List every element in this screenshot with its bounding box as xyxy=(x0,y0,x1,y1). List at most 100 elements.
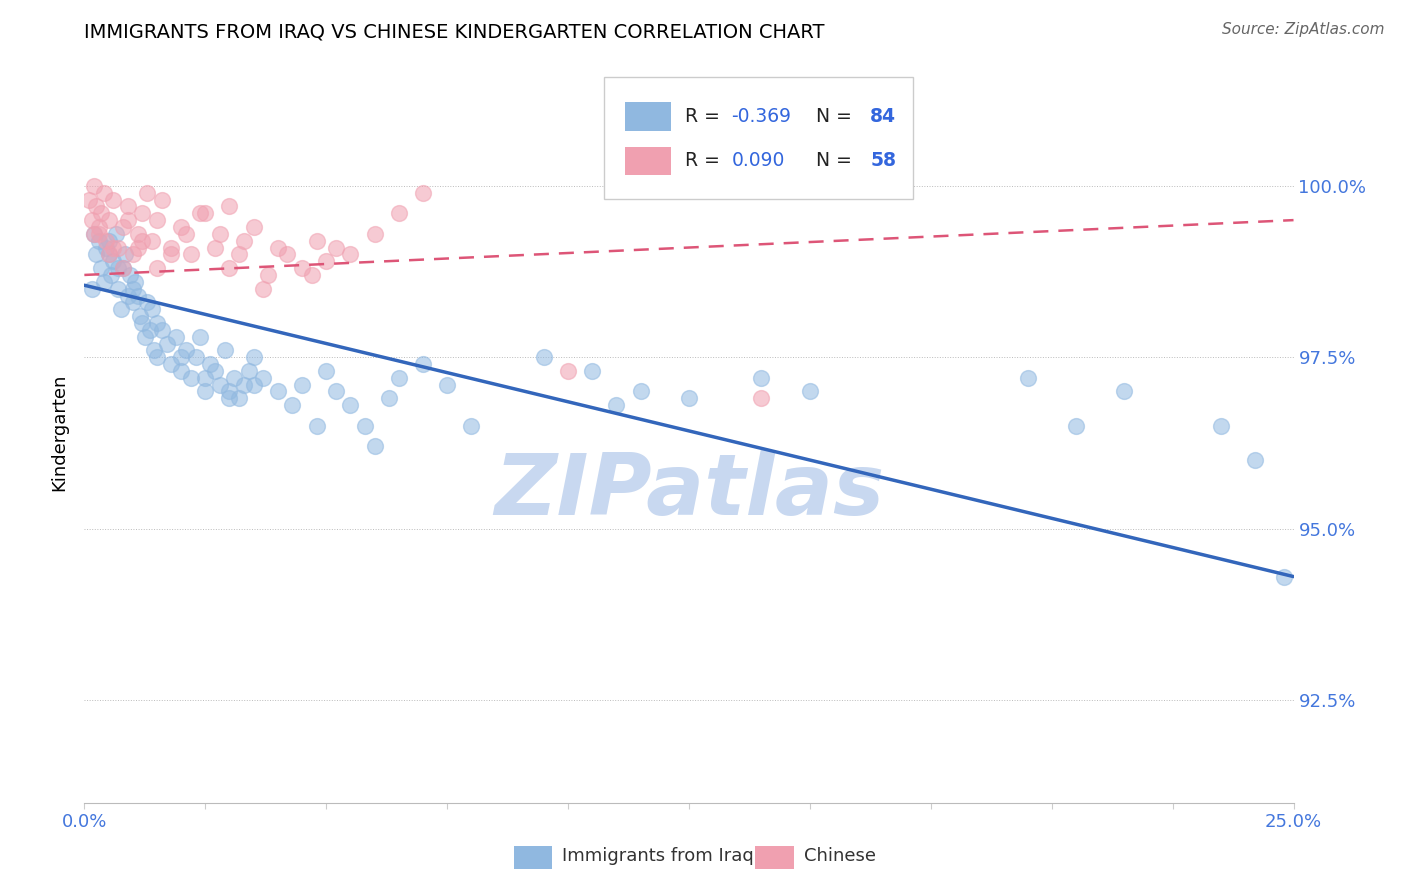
Point xyxy=(242,350,264,364)
Point xyxy=(104,227,127,241)
Point xyxy=(363,227,385,241)
Point xyxy=(170,219,193,234)
Point xyxy=(1017,371,1039,385)
Point xyxy=(97,234,120,248)
Point xyxy=(117,213,139,227)
Point xyxy=(112,219,135,234)
Point xyxy=(281,398,304,412)
Point xyxy=(257,268,280,282)
Text: 0.090: 0.090 xyxy=(731,152,785,170)
Point xyxy=(124,275,146,289)
Point xyxy=(83,227,105,241)
Point xyxy=(127,240,149,254)
Point xyxy=(194,371,217,385)
Point xyxy=(238,364,260,378)
Text: 58: 58 xyxy=(870,152,896,170)
Point xyxy=(184,350,207,364)
Point xyxy=(581,364,603,378)
Point xyxy=(138,323,160,337)
Point xyxy=(134,329,156,343)
Point xyxy=(146,350,169,364)
Point xyxy=(141,234,163,248)
Point xyxy=(194,384,217,399)
Point xyxy=(103,254,125,268)
Point xyxy=(252,282,274,296)
Point xyxy=(146,213,169,227)
Point xyxy=(165,329,187,343)
Point xyxy=(80,282,103,296)
Point xyxy=(751,371,773,385)
Point xyxy=(218,261,240,276)
Point xyxy=(208,377,231,392)
Point xyxy=(87,234,110,248)
Point xyxy=(267,384,290,399)
Point xyxy=(605,398,627,412)
Point xyxy=(80,213,103,227)
Point xyxy=(242,377,264,392)
Point xyxy=(121,247,143,261)
Point xyxy=(93,186,115,200)
Point xyxy=(150,323,173,337)
Point xyxy=(388,371,411,385)
Point xyxy=(305,234,328,248)
FancyBboxPatch shape xyxy=(624,103,671,130)
Text: N =: N = xyxy=(804,152,858,170)
Point xyxy=(103,193,125,207)
Point xyxy=(87,227,110,241)
Point xyxy=(678,392,700,406)
Point xyxy=(121,295,143,310)
Point xyxy=(90,206,112,220)
Point xyxy=(339,398,361,412)
Point xyxy=(120,268,142,282)
Point xyxy=(160,247,183,261)
Text: ZIPatlas: ZIPatlas xyxy=(494,450,884,533)
Point xyxy=(218,384,240,399)
Point xyxy=(110,302,132,317)
Point xyxy=(276,247,298,261)
Point xyxy=(533,350,555,364)
Point xyxy=(252,371,274,385)
Point xyxy=(224,371,246,385)
Point xyxy=(291,377,314,392)
Point xyxy=(150,193,173,207)
Point xyxy=(315,364,337,378)
Point xyxy=(1114,384,1136,399)
Point xyxy=(799,384,821,399)
Point xyxy=(267,240,290,254)
Point xyxy=(112,261,135,276)
Point xyxy=(412,186,434,200)
Point xyxy=(325,240,347,254)
Point xyxy=(180,371,202,385)
Point xyxy=(218,392,240,406)
Point xyxy=(127,288,149,302)
Point xyxy=(436,377,458,392)
Point xyxy=(86,199,108,213)
Text: R =: R = xyxy=(685,152,725,170)
Point xyxy=(97,213,120,227)
Point xyxy=(107,240,129,254)
Point xyxy=(204,364,226,378)
Point xyxy=(170,350,193,364)
Point xyxy=(121,282,143,296)
Point xyxy=(194,206,217,220)
FancyBboxPatch shape xyxy=(605,78,912,200)
FancyBboxPatch shape xyxy=(755,846,794,870)
Point xyxy=(363,439,385,453)
Point xyxy=(136,186,159,200)
Text: IMMIGRANTS FROM IRAQ VS CHINESE KINDERGARTEN CORRELATION CHART: IMMIGRANTS FROM IRAQ VS CHINESE KINDERGA… xyxy=(84,22,825,41)
Point xyxy=(301,268,323,282)
Point xyxy=(204,240,226,254)
Text: R =: R = xyxy=(685,107,725,126)
Point xyxy=(170,364,193,378)
Point xyxy=(325,384,347,399)
Point xyxy=(180,247,202,261)
Text: -0.369: -0.369 xyxy=(731,107,792,126)
Text: Chinese: Chinese xyxy=(804,847,876,865)
Text: Source: ZipAtlas.com: Source: ZipAtlas.com xyxy=(1222,22,1385,37)
Y-axis label: Kindergarten: Kindergarten xyxy=(51,374,69,491)
Point xyxy=(83,178,105,193)
Point xyxy=(100,268,122,282)
Point xyxy=(339,247,361,261)
Point xyxy=(131,316,153,330)
Point xyxy=(93,275,115,289)
